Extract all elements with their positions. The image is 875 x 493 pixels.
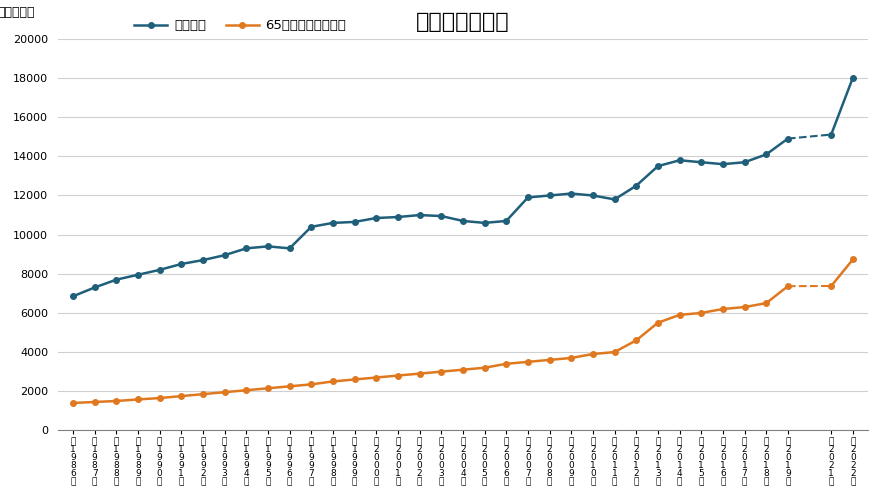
65歳以上の単独世帯 — [675, 312, 685, 318]
65歳以上の単独世帯 — [328, 379, 339, 385]
65歳以上の単独世帯 — [718, 306, 728, 312]
65歳以上の単独世帯 — [761, 300, 772, 306]
単独世帯 — [480, 220, 490, 226]
単独世帯 — [198, 257, 208, 263]
単独世帯 — [782, 136, 793, 141]
単独世帯 — [393, 214, 403, 220]
単独世帯 — [176, 261, 186, 267]
65歳以上の単独世帯 — [480, 365, 490, 371]
65歳以上の単独世帯 — [501, 361, 512, 367]
65歳以上の単独世帯 — [696, 310, 706, 316]
単独世帯 — [675, 157, 685, 163]
単独世帯 — [328, 220, 339, 226]
65歳以上の単独世帯 — [284, 384, 295, 389]
単独世帯 — [631, 183, 641, 189]
単独世帯 — [501, 218, 512, 224]
65歳以上の単独世帯 — [111, 398, 122, 404]
65歳以上の単独世帯 — [415, 371, 425, 377]
65歳以上の単独世帯 — [436, 369, 446, 375]
65歳以上の単独世帯 — [393, 373, 403, 379]
65歳以上の単独世帯 — [198, 391, 208, 397]
65歳以上の単独世帯 — [653, 320, 663, 326]
単独世帯 — [241, 246, 251, 251]
単独世帯 — [89, 284, 100, 290]
65歳以上の単独世帯 — [154, 395, 164, 401]
単独世帯 — [544, 193, 555, 199]
Text: （千世帯）: （千世帯） — [0, 6, 34, 19]
65歳以上の単独世帯 — [522, 359, 533, 365]
65歳以上の単独世帯 — [133, 396, 144, 402]
単独世帯 — [154, 267, 164, 273]
単独世帯 — [458, 218, 468, 224]
65歳以上の単独世帯 — [588, 351, 598, 357]
単独世帯 — [133, 272, 144, 278]
Legend: 単独世帯, 65歳以上の単独世帯: 単独世帯, 65歳以上の単独世帯 — [130, 14, 352, 38]
単独世帯 — [761, 151, 772, 157]
単独世帯 — [566, 191, 577, 197]
65歳以上の単独世帯 — [782, 283, 793, 289]
単独世帯 — [609, 196, 620, 202]
65歳以上の単独世帯 — [566, 355, 577, 361]
65歳以上の単独世帯 — [739, 304, 750, 310]
単独世帯 — [739, 159, 750, 165]
単独世帯 — [696, 159, 706, 165]
単独世帯 — [718, 161, 728, 167]
65歳以上の単独世帯 — [89, 399, 100, 405]
単独世帯 — [436, 213, 446, 219]
65歳以上の単独世帯 — [544, 357, 555, 363]
65歳以上の単独世帯 — [262, 386, 273, 391]
65歳以上の単独世帯 — [176, 393, 186, 399]
単独世帯 — [653, 163, 663, 169]
単独世帯 — [284, 246, 295, 251]
Line: 単独世帯: 単独世帯 — [70, 136, 791, 299]
単独世帯 — [349, 219, 360, 225]
単独世帯 — [522, 195, 533, 201]
65歳以上の単独世帯 — [609, 349, 620, 355]
単独世帯 — [220, 252, 230, 258]
65歳以上の単独世帯 — [220, 389, 230, 395]
単独世帯 — [262, 244, 273, 249]
単独世帯 — [111, 277, 122, 282]
65歳以上の単独世帯 — [371, 375, 382, 381]
単独世帯 — [588, 193, 598, 199]
単独世帯 — [306, 224, 317, 230]
65歳以上の単独世帯 — [349, 377, 360, 383]
65歳以上の単独世帯 — [241, 387, 251, 393]
65歳以上の単独世帯 — [306, 382, 317, 387]
単独世帯 — [371, 215, 382, 221]
単独世帯 — [67, 293, 78, 299]
Line: 65歳以上の単独世帯: 65歳以上の単独世帯 — [70, 283, 791, 406]
Title: 単独世帯の推移: 単独世帯の推移 — [416, 12, 510, 32]
65歳以上の単独世帯 — [458, 367, 468, 373]
65歳以上の単独世帯 — [631, 337, 641, 343]
65歳以上の単独世帯 — [67, 400, 78, 406]
単独世帯 — [415, 212, 425, 218]
